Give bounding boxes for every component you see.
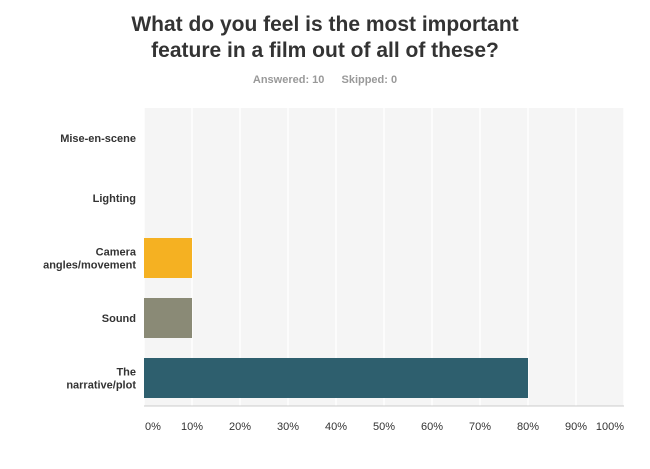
category-label: Mise-en-scene xyxy=(60,133,136,145)
x-tick-label: 50% xyxy=(373,421,395,433)
bar xyxy=(144,358,528,398)
x-tick-label: 20% xyxy=(229,421,251,433)
x-tick-label: 60% xyxy=(421,421,443,433)
category-label: Sound xyxy=(102,313,136,325)
category-label: The xyxy=(116,367,136,379)
x-tick-label: 100% xyxy=(596,421,624,433)
x-tick-label: 30% xyxy=(277,421,299,433)
answered-count: Answered: 10 xyxy=(252,74,325,86)
response-stats: Answered: 10 Skipped: 0 xyxy=(0,74,650,86)
x-tick-label: 90% xyxy=(565,421,587,433)
category-label: narrative/plot xyxy=(66,380,136,392)
x-tick-label: 0% xyxy=(145,421,161,433)
chart-title: What do you feel is the most important f… xyxy=(0,12,650,64)
x-tick-label: 70% xyxy=(469,421,491,433)
category-label: Lighting xyxy=(93,193,136,205)
x-tick-label: 80% xyxy=(517,421,539,433)
x-tick-label: 10% xyxy=(181,421,203,433)
bar xyxy=(144,238,192,278)
category-label: angles/movement xyxy=(43,260,136,272)
chart-title-line1: What do you feel is the most important xyxy=(131,13,519,36)
x-tick-label: 40% xyxy=(325,421,347,433)
bar xyxy=(144,298,192,338)
category-label: Camera xyxy=(96,247,137,259)
skipped-count: Skipped: 0 xyxy=(341,74,398,86)
chart-title-line2: feature in a film out of all of these? xyxy=(151,39,499,62)
